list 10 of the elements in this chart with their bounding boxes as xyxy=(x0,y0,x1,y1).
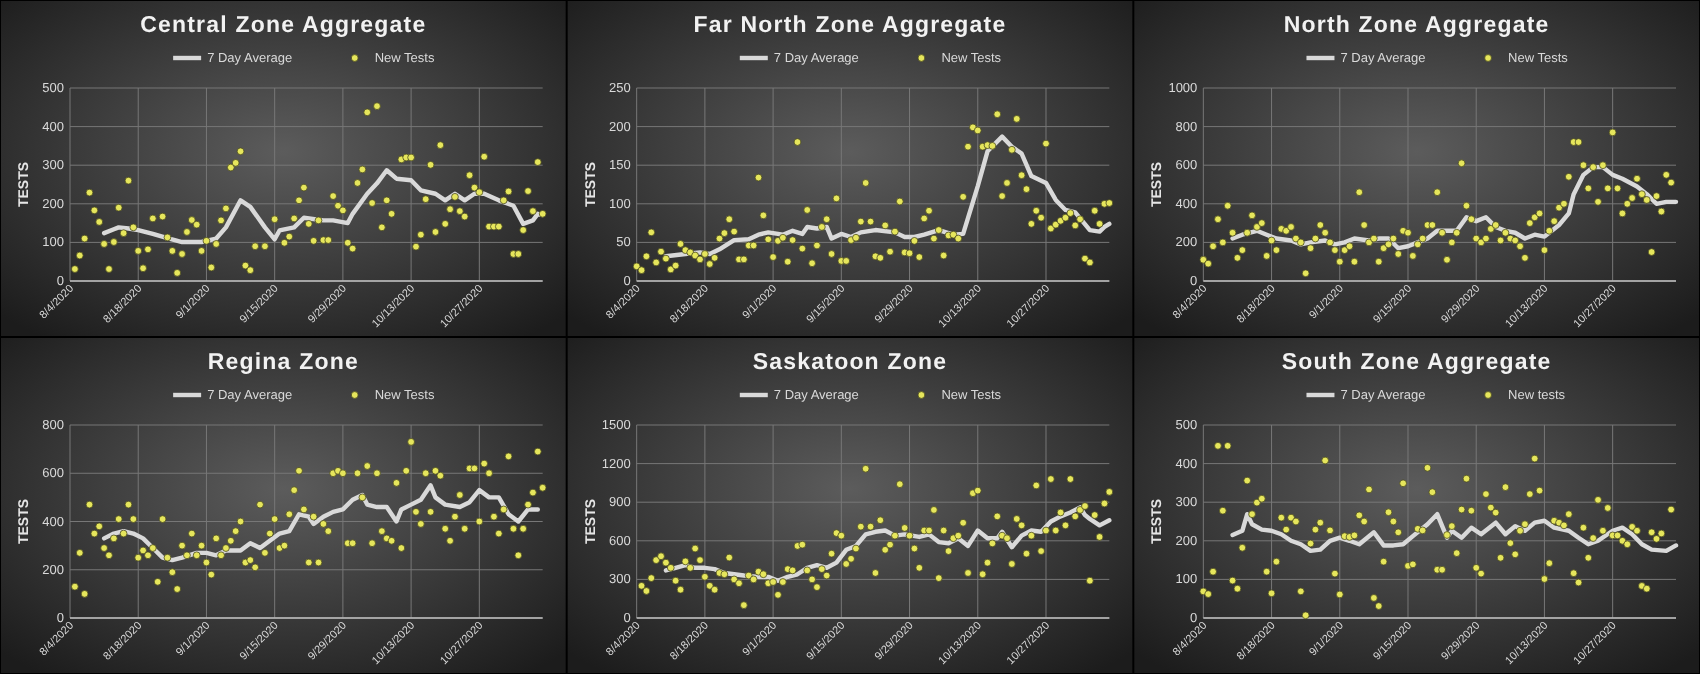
chart-title: Regina Zone xyxy=(207,351,359,375)
line-series xyxy=(663,505,1112,583)
line-series xyxy=(101,483,540,563)
chart-title: Far North Zone Aggregate xyxy=(693,14,1007,38)
line-series xyxy=(1230,511,1679,554)
line-series xyxy=(101,168,545,245)
chart-title: Central Zone Aggregate xyxy=(140,14,427,38)
chart-title: Saskatoon Zone xyxy=(752,351,948,375)
chart-title: North Zone Aggregate xyxy=(1283,14,1550,38)
chart-title: South Zone Aggregate xyxy=(1281,351,1552,375)
